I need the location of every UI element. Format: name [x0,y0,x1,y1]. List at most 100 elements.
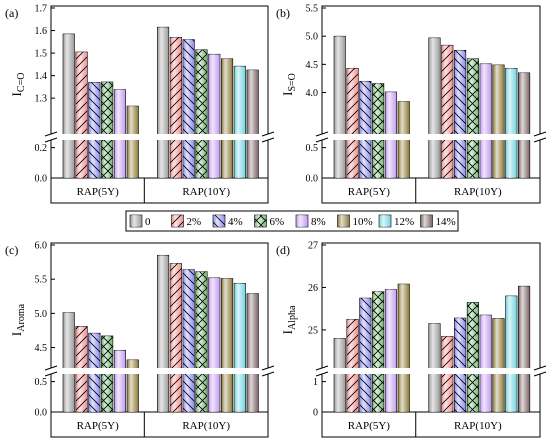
legend-item-12pct: 12% [378,214,414,228]
legend-item-4pct: 4% [212,214,243,228]
bar-rap10y-4pct [454,317,467,413]
bar-rap10y-4pct [182,39,195,179]
axis-break-band [314,368,548,374]
axis-break-band [43,134,276,140]
plot-frame [321,242,541,438]
y-axis-label: IAroma [9,303,27,336]
y-tick-label: 1.5 [35,49,48,60]
chart-panel-d: 25 26 27 0 1 RAP(5Y) RAP(10Y) (d) IAlpha [276,241,548,438]
bar-rap10y-14pct [246,293,259,413]
bar-rap5y-10pct [126,105,139,179]
break-mark [44,371,58,377]
bar-rap5y-0 [62,33,75,179]
y-tick-label: 4.0 [306,88,319,99]
bar-rap10y-10pct [492,64,505,179]
bar-rap5y-8pct [113,349,126,413]
legend-item-0: 0 [129,214,151,228]
bar-rap5y-0 [333,35,346,179]
bar-rap5y-2pct [346,318,359,413]
bar-rap10y-8pct [479,63,492,179]
break-mark [533,131,547,137]
y-tick-label: 0.5 [306,143,319,154]
legend-item-2pct: 2% [171,214,202,228]
bar-rap10y-2pct [441,44,454,179]
break-mark [315,137,329,143]
category-label: RAP(5Y) [348,186,391,198]
bar-rap10y-14pct [246,69,259,179]
legend: 0 2% 4% 6% 8% 10% 12% 14% [125,210,459,232]
break-mark [533,365,547,371]
bar-rap5y-6pct [101,81,114,179]
y-tick-label: 4.5 [35,343,48,354]
bar-rap5y-10pct [126,359,139,413]
break-mark [261,137,275,143]
bar-rap10y-14pct [518,72,531,179]
legend-label: 10% [353,216,373,228]
chart-panel-c: 4.5 5.0 5.5 6.0 0.0 0.5 RAP(5Y) RAP(10Y) (c) IAro… [5,241,276,438]
y-tick-label: 26 [308,283,318,294]
break-mark [261,365,275,371]
break-mark [533,137,547,143]
bar-rap10y-2pct [169,37,182,179]
bar-rap5y-10pct [397,283,410,413]
bar-rap10y-6pct [195,271,208,413]
category-label: RAP(5Y) [77,420,120,432]
legend-item-6pct: 6% [254,214,285,228]
bar-rap10y-12pct [233,65,246,179]
bar-rap10y-12pct [505,295,518,413]
bar-rap10y-4pct [454,49,467,179]
category-label: RAP(10Y) [454,186,502,198]
bar-rap10y-10pct [221,278,234,413]
y-tick-label: 1.4 [35,71,48,82]
legend-label: 2% [187,216,202,228]
bar-rap5y-4pct [359,297,372,413]
legend-label: 6% [270,216,285,228]
break-mark [315,371,329,377]
y-tick-label: 1.7 [35,4,48,15]
bar-rap10y-8pct [208,277,221,413]
chart-panel-b: 4.0 4.5 5.0 5.5 0.0 0.5 RAP(5Y) RAP(10Y) (b) IS=O [276,4,548,204]
legend-item-10pct: 10% [337,214,373,228]
y-tick-label: 5.5 [306,4,319,15]
bar-rap5y-4pct [359,80,372,179]
y-tick-label: 27 [308,241,318,252]
y-tick-label: 5.0 [35,309,48,320]
bar-rap10y-4pct [182,269,195,413]
bar-rap10y-12pct [505,68,518,179]
bar-rap5y-8pct [384,289,398,413]
y-tick-label: 1.3 [35,94,48,105]
bar-rap5y-8pct [113,89,126,179]
break-mark [44,131,58,137]
bar-rap10y-10pct [492,318,505,413]
break-mark [261,131,275,137]
y-tick-label: 6.0 [35,241,48,252]
legend-item-14pct: 14% [420,214,456,228]
panel-label: (c) [5,243,18,257]
bar-rap10y-0 [428,323,441,413]
bar-rap10y-0 [428,37,441,179]
y-tick-label: 5.5 [35,275,48,286]
bar-rap5y-2pct [75,51,88,179]
legend-label: 12% [394,216,414,228]
panel-label: (b) [276,6,290,20]
bar-rap5y-4pct [88,82,101,179]
break-mark [533,371,547,377]
legend-label: 0 [145,216,151,228]
legend-label: 14% [436,216,456,228]
bar-rap5y-0 [333,338,346,413]
y-tick-label: 1.6 [35,26,48,37]
bar-rap10y-6pct [466,302,479,413]
y-tick-label: 0.2 [35,143,48,154]
y-axis-label: IC=O [9,73,27,97]
break-mark [44,137,58,143]
panel-label: (a) [5,6,18,20]
y-tick-label: 0 [313,408,318,419]
y-tick-label: 5.0 [306,32,319,43]
legend-item-8pct: 8% [295,214,326,228]
bar-rap10y-12pct [233,282,246,413]
legend-box [125,210,459,232]
break-mark [261,371,275,377]
category-label: RAP(5Y) [77,186,120,198]
legend-label: 4% [228,216,243,228]
